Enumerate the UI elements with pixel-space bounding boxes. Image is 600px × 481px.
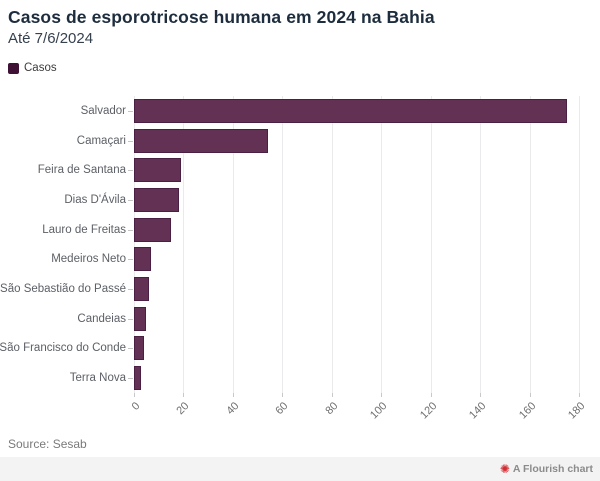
y-axis-tick-mark [128, 259, 133, 261]
category-label: Lauro de Freitas [42, 223, 126, 236]
legend-label: Casos [24, 62, 57, 74]
y-axis-tick-mark [128, 229, 133, 231]
flourish-flower-icon: ✺ [499, 462, 510, 476]
category-label: Camaçari [76, 134, 126, 147]
footer-band: ✺ A Flourish chart [0, 457, 600, 481]
gridline [579, 96, 580, 393]
bar[interactable] [134, 277, 149, 302]
category-label: São Francisco do Conde [0, 342, 126, 355]
bar[interactable] [134, 306, 147, 331]
x-axis-tick-mark [282, 393, 284, 397]
x-axis-tick-mark [134, 393, 135, 397]
x-axis-tick-mark [331, 393, 333, 397]
x-axis-tick-label: 140 [467, 400, 489, 422]
category-label: Feira de Santana [37, 164, 126, 177]
bar[interactable] [134, 98, 567, 123]
bar[interactable] [134, 366, 142, 391]
y-axis-tick-mark [128, 110, 133, 112]
x-axis-tick-mark [381, 393, 383, 397]
y-axis-tick-mark [128, 348, 133, 350]
gridline [134, 96, 135, 393]
x-axis-tick-mark [579, 393, 580, 397]
category-label: Dias D'Ávila [64, 193, 126, 206]
flourish-badge-label: A Flourish chart [512, 463, 593, 475]
gridline [331, 96, 333, 393]
chart-title: Casos de esporotricose humana em 2024 na… [8, 7, 435, 27]
bar[interactable] [134, 158, 181, 183]
gridline [430, 96, 432, 393]
y-axis-tick-mark [128, 199, 133, 201]
legend: Casos [8, 62, 57, 74]
x-axis-tick-mark [529, 393, 531, 397]
y-axis-tick-mark [128, 378, 133, 380]
y-axis-tick-mark [128, 318, 133, 320]
x-axis-tick-label: 40 [224, 400, 242, 418]
x-axis-tick-label: 80 [323, 400, 341, 418]
category-label: Candeias [77, 312, 126, 325]
x-axis-tick-label: 120 [417, 400, 440, 422]
flourish-badge-link[interactable]: ✺ A Flourish chart [500, 463, 593, 475]
x-axis-tick-label: 180 [566, 400, 588, 422]
x-axis-tick-mark [232, 393, 234, 397]
chart-subtitle: Até 7/6/2024 [8, 30, 94, 47]
gridline [282, 96, 284, 393]
x-axis-tick-label: 20 [174, 400, 192, 418]
x-axis-tick-mark [183, 393, 185, 397]
x-axis-tick-mark [430, 393, 432, 397]
x-axis-tick-label: 0 [129, 400, 143, 413]
bar[interactable] [134, 128, 268, 153]
bar[interactable] [134, 336, 144, 361]
x-axis-tick-mark [480, 393, 482, 397]
category-label: São Sebastião do Passé [0, 283, 126, 296]
bar[interactable] [134, 247, 152, 272]
gridline [232, 96, 234, 393]
bar[interactable] [134, 217, 172, 242]
legend-swatch-casos [8, 62, 19, 74]
x-axis-tick-label: 100 [368, 400, 390, 422]
category-label: Terra Nova [69, 372, 126, 385]
gridline [381, 96, 383, 393]
source-credit: Source: Sesab [8, 437, 87, 451]
x-axis-tick-label: 160 [516, 400, 539, 422]
gridline [529, 96, 531, 393]
bar[interactable] [134, 187, 179, 212]
y-axis-tick-mark [128, 289, 133, 291]
gridline [480, 96, 482, 393]
y-axis-tick-mark [128, 170, 133, 172]
gridline [183, 96, 185, 393]
x-axis-tick-label: 60 [273, 400, 291, 418]
y-axis-tick-mark [128, 140, 133, 142]
category-label: Medeiros Neto [51, 253, 126, 266]
category-label: Salvador [80, 104, 126, 117]
